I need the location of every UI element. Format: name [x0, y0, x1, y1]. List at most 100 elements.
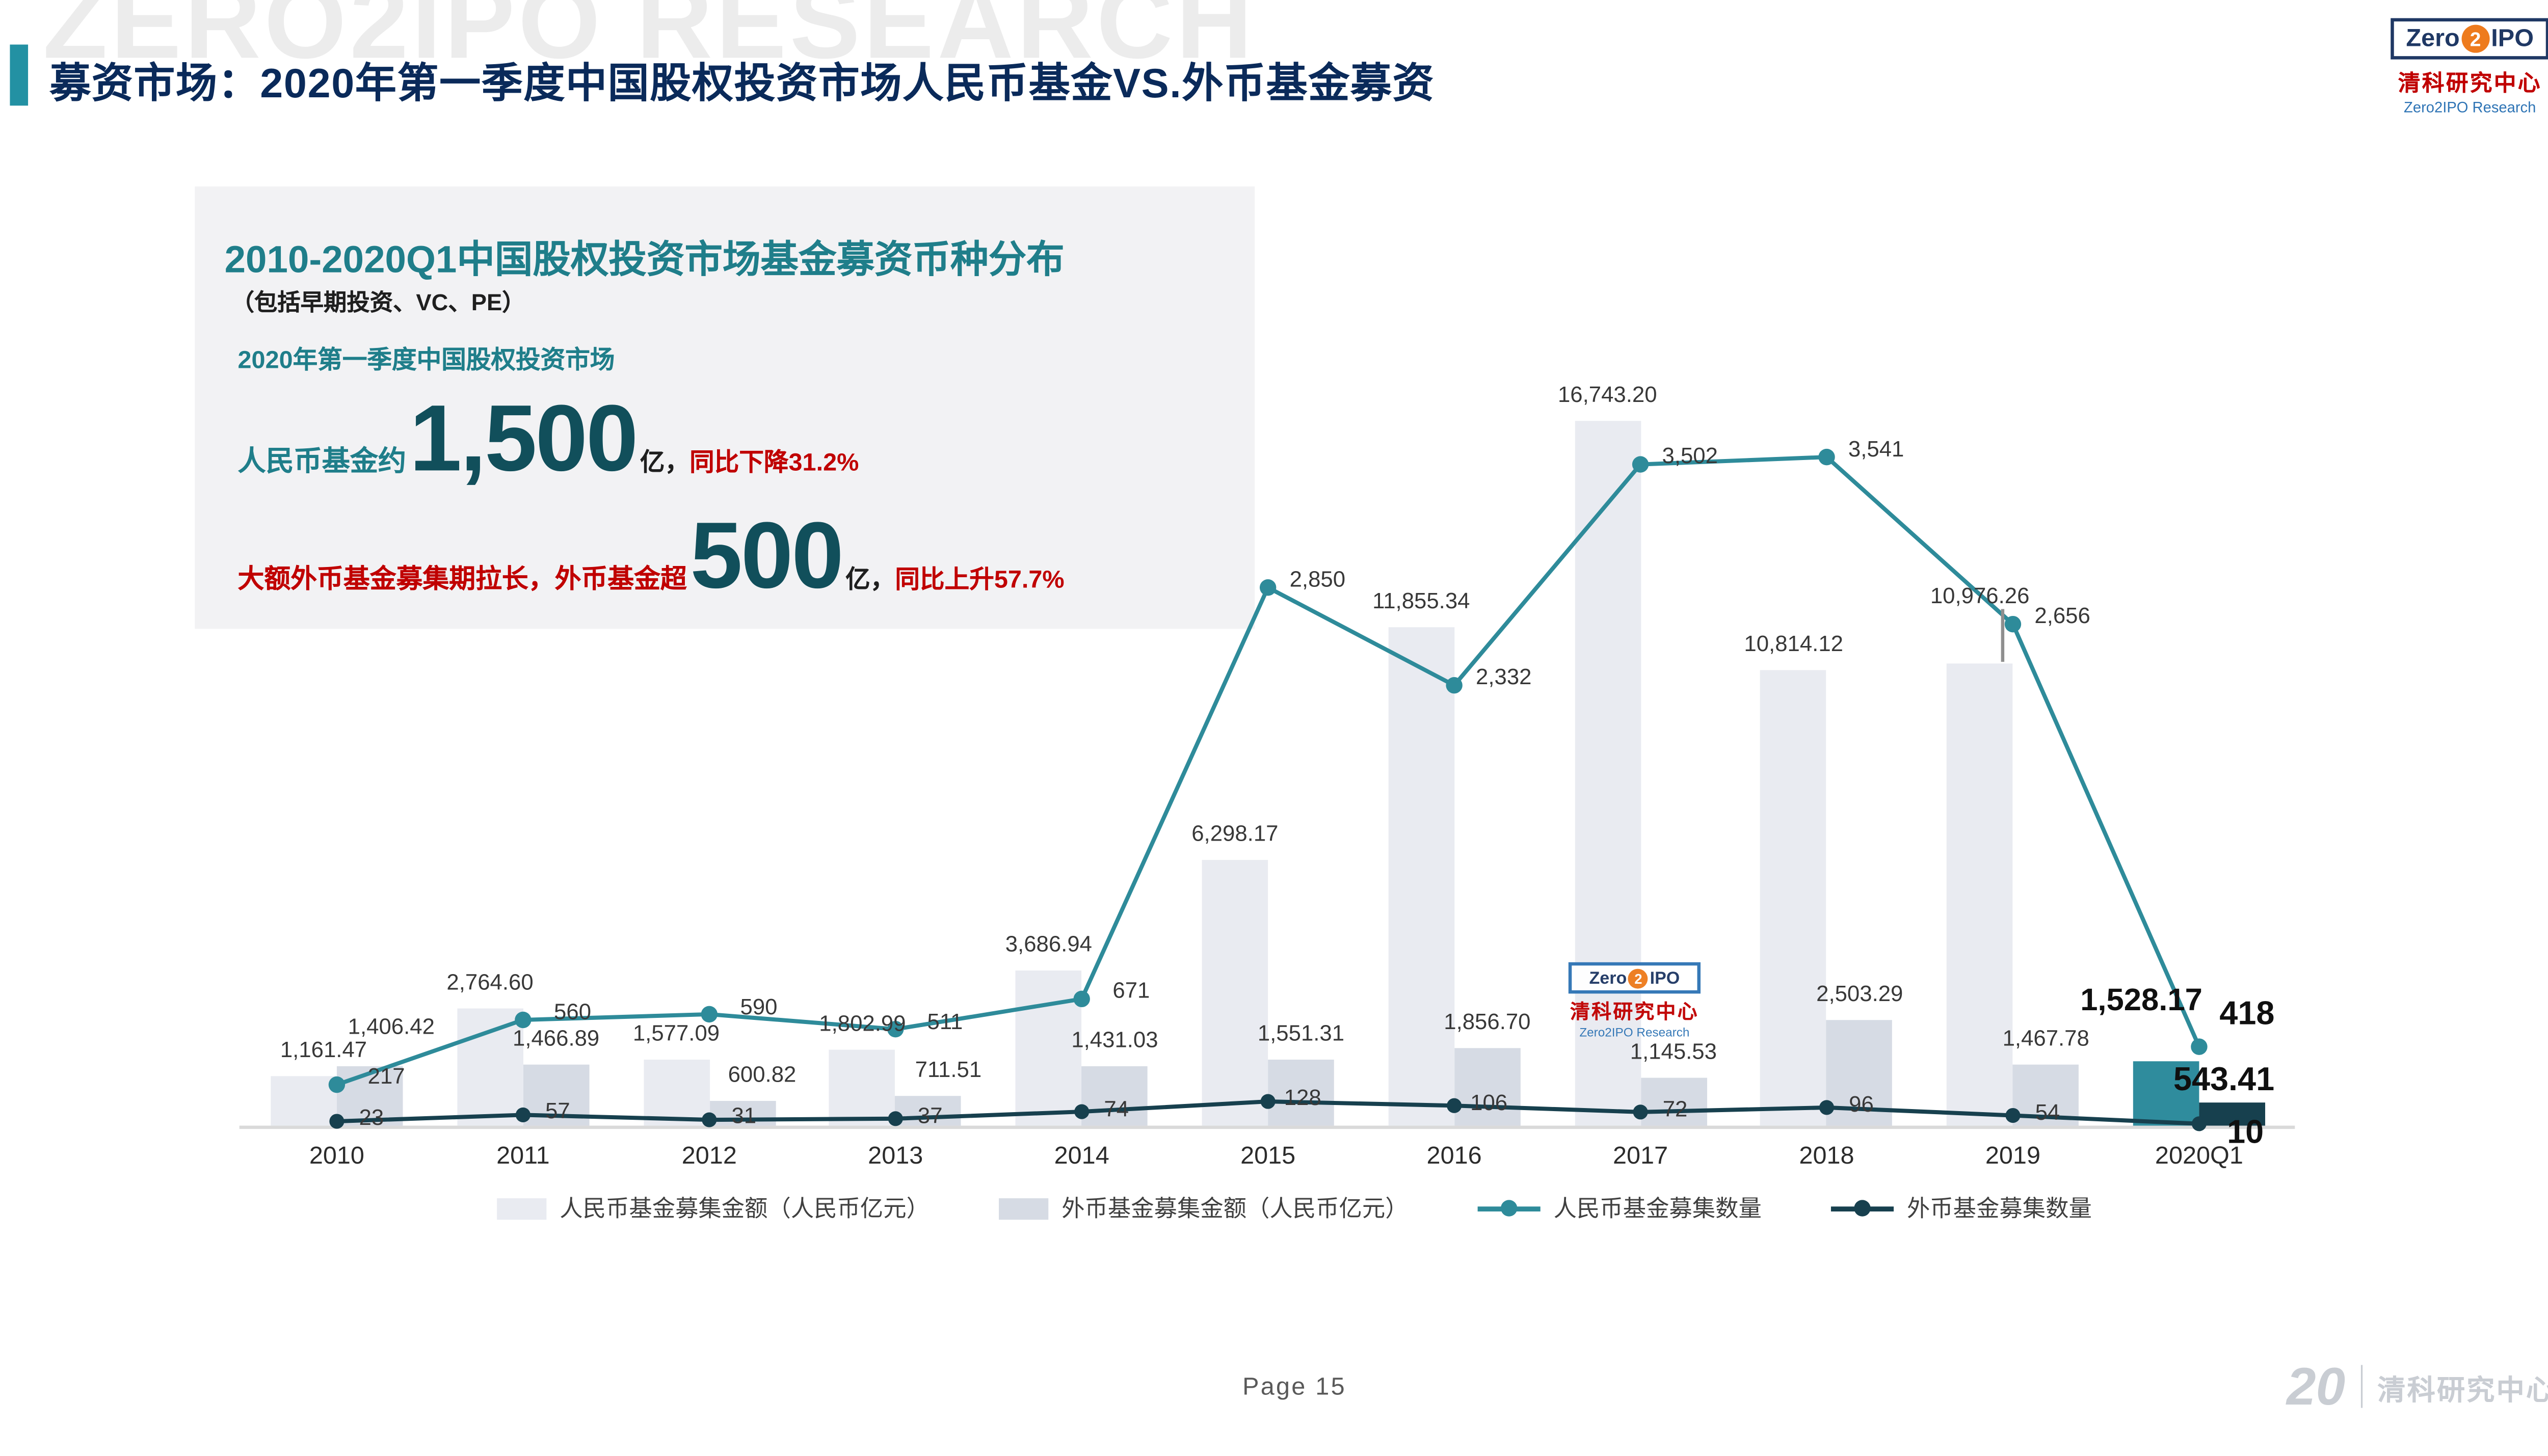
logo-en-name: Zero2IPO Research — [2404, 99, 2536, 116]
bar-rmb-2013 — [829, 1049, 896, 1126]
watermark-logo-zero: Zero — [1589, 968, 1627, 988]
bar-fx-2020Q1 — [2199, 1102, 2266, 1126]
x-label-2010: 2010 — [309, 1142, 364, 1171]
anniversary-20-mark: 20 — [2286, 1357, 2346, 1416]
count-label-fx-2012: 31 — [731, 1104, 757, 1129]
count-label-fx-2013: 37 — [917, 1103, 943, 1128]
highlight-rmb-amount: 1,528.17 — [2080, 983, 2202, 1018]
bar-label-fx-2012: 600.82 — [728, 1061, 797, 1087]
logo-ipo-text: IPO — [2491, 24, 2534, 53]
rmb-count-line-point-2018 — [1818, 448, 1835, 466]
page-number: Page 15 — [1242, 1373, 1346, 1401]
x-label-2012: 2012 — [681, 1142, 737, 1171]
count-label-fx-2016: 106 — [1470, 1090, 1508, 1115]
legend-swatch-rmb-amount — [497, 1197, 547, 1219]
logo-2-badge: 2 — [2461, 24, 2490, 53]
bar-label-fx-2015: 1,551.31 — [1257, 1021, 1345, 1046]
bar-label-rmb-2011: 2,764.60 — [446, 970, 534, 995]
count-label-fx-2011: 57 — [545, 1099, 570, 1124]
footer-brand: 20 清科研究中心 — [2287, 1360, 2548, 1413]
count-label-fx-2019: 54 — [2035, 1099, 2060, 1125]
count-label-rmb-2013: 511 — [927, 1008, 963, 1034]
legend-item-rmb-count: 人民币基金募集数量 — [1477, 1192, 1762, 1225]
bar-label-rmb-2013: 1,802.99 — [819, 1011, 906, 1036]
title-accent-bar — [10, 44, 29, 106]
legend-item-fx-amount: 外币基金募集金额（人民币亿元） — [999, 1192, 1409, 1225]
x-label-2016: 2016 — [1426, 1142, 1482, 1171]
x-label-2018: 2018 — [1799, 1142, 1854, 1171]
bar-label-rmb-2014: 3,686.94 — [1005, 931, 1093, 957]
legend-dot-rmb — [1500, 1200, 1518, 1217]
legend-item-fx-count: 外币基金募集数量 — [1830, 1192, 2092, 1225]
count-label-fx-2017: 72 — [1662, 1096, 1688, 1121]
x-axis-line — [239, 1125, 2295, 1128]
slide-title: 募资市场：2020年第一季度中国股权投资市场人民币基金VS.外币基金募资 — [49, 61, 1435, 107]
chart-watermark: Zero 2 IPO 清科研究中心 Zero2IPO Research — [1568, 962, 1701, 1040]
count-label-fx-2018: 96 — [1849, 1092, 1874, 1117]
bar-label-fx-2016: 1,856.70 — [1444, 1008, 1531, 1034]
bar-label-rmb-2019: 10,976.26 — [1930, 583, 2030, 609]
logo-cn-name: 清科研究中心 — [2398, 71, 2542, 96]
bar-rmb-2019 — [1947, 663, 2013, 1126]
bar-label-fx-2017: 1,145.53 — [1630, 1038, 1717, 1064]
count-label-rmb-2015: 2,850 — [1289, 567, 1346, 592]
count-label-fx-2014: 74 — [1104, 1096, 1129, 1121]
x-label-2017: 2017 — [1612, 1142, 1668, 1171]
count-label-rmb-2011: 560 — [554, 999, 592, 1024]
legend-label-fx-count: 外币基金募集数量 — [1906, 1195, 2092, 1222]
count-label-rmb-2010: 217 — [367, 1064, 405, 1089]
bar-label-fx-2018: 2,503.29 — [1816, 981, 1903, 1007]
x-label-2015: 2015 — [1240, 1142, 1296, 1171]
zero2ipo-logo: Zero 2 IPO 清科研究中心 Zero2IPO Research — [2377, 18, 2548, 116]
footer-brand-name: 清科研究中心 — [2377, 1374, 2548, 1406]
bar-label-rmb-2016: 11,855.34 — [1372, 587, 1470, 613]
x-label-2020Q1: 2020Q1 — [2155, 1142, 2243, 1171]
highlight-fx-amount: 543.41 — [2173, 1062, 2275, 1099]
bar-label-fx-2013: 711.51 — [915, 1057, 982, 1082]
count-label-rmb-2018: 3,541 — [1848, 436, 1904, 462]
bar-label-rmb-2018: 10,814.12 — [1744, 631, 1843, 657]
logo-zero-text: Zero — [2406, 24, 2460, 53]
info-subtitle: （包括早期投资、VC、PE） — [231, 288, 525, 315]
bar-rmb-2016 — [1388, 626, 1454, 1126]
legend-item-rmb-amount: 人民币基金募集金额（人民币亿元） — [497, 1192, 930, 1225]
bar-label-rmb-2015: 6,298.17 — [1191, 822, 1279, 847]
legend-swatch-rmb-count — [1477, 1200, 1541, 1217]
bar-label-fx-2010: 1,406.42 — [348, 1014, 435, 1039]
x-label-2013: 2013 — [868, 1142, 923, 1171]
label-leader-2019 — [2001, 609, 2004, 662]
watermark-en-name: Zero2IPO Research — [1579, 1024, 1690, 1040]
legend-label-rmb-amount: 人民币基金募集金额（人民币亿元） — [560, 1195, 930, 1222]
bar-rmb-2010 — [271, 1076, 337, 1126]
watermark-logo-box: Zero 2 IPO — [1568, 962, 1701, 994]
bar-label-fx-2014: 1,431.03 — [1071, 1027, 1158, 1051]
info-context-line: 2020年第一季度中国股权投资市场 — [237, 346, 615, 375]
highlight-fx-count: 10 — [2227, 1115, 2264, 1151]
x-label-2011: 2011 — [496, 1142, 550, 1171]
rmb-count-line-point-2020Q1 — [2191, 1038, 2208, 1055]
bar-label-fx-2011: 1,466.89 — [513, 1025, 600, 1050]
count-label-rmb-2014: 671 — [1112, 978, 1150, 1003]
x-label-2019: 2019 — [1985, 1142, 2040, 1171]
bar-label-rmb-2017: 16,743.20 — [1557, 382, 1657, 407]
count-label-rmb-2012: 590 — [740, 993, 778, 1018]
count-label-rmb-2017: 3,502 — [1662, 444, 1718, 469]
bar-rmb-2012 — [643, 1059, 709, 1126]
brand-divider — [2360, 1365, 2363, 1408]
bar-rmb-2018 — [1760, 670, 1827, 1126]
highlight-rmb-count: 418 — [2219, 996, 2275, 1033]
logo-box: Zero 2 IPO — [2391, 18, 2548, 60]
watermark-logo-2-badge: 2 — [1628, 968, 1649, 988]
header: ZERO2IPO RESEARCH 募资市场：2020年第一季度中国股权投资市场… — [0, 0, 2548, 152]
legend-swatch-fx-amount — [999, 1197, 1049, 1219]
legend-dot-fx — [1854, 1200, 1871, 1217]
background-watermark-text: ZERO2IPO RESEARCH — [43, 0, 1256, 81]
rmb-count-line-point-2019 — [2004, 615, 2022, 633]
chart-legend: 人民币基金募集金额（人民币亿元） 外币基金募集金额（人民币亿元） 人民币基金募集… — [0, 1192, 2548, 1225]
rmb-count-line-point-2015 — [1259, 579, 1277, 596]
count-label-fx-2015: 128 — [1284, 1086, 1321, 1111]
